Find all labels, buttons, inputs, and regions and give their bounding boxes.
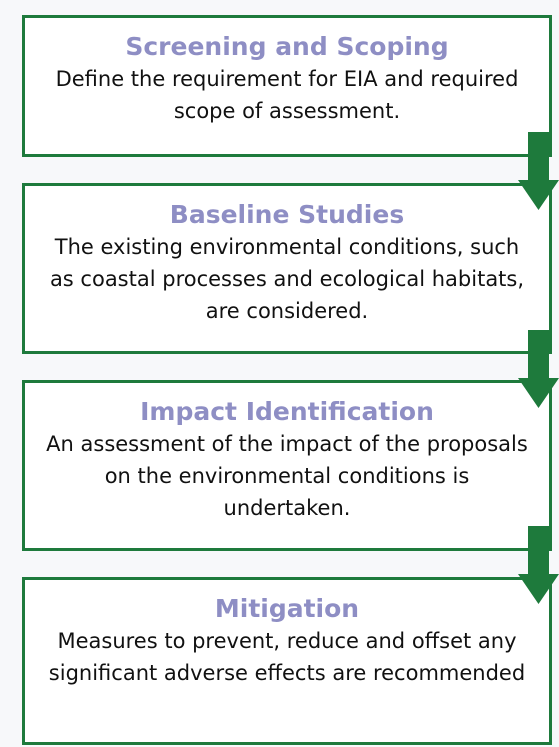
step-title: Screening and Scoping [125, 32, 449, 61]
arrow [518, 330, 559, 408]
step-title: Impact Identification [140, 397, 434, 426]
step-text: The existing environmental conditions, s… [49, 235, 525, 323]
arrow [518, 526, 559, 604]
arrow [518, 132, 559, 210]
step-box: Mitigation Measures to prevent, reduce a… [22, 577, 552, 745]
step-text: An assessment of the impact of the propo… [46, 432, 528, 520]
step-box: Impact Identification An assessment of t… [22, 380, 552, 551]
step-text: Define the requirement for EIA and requi… [55, 67, 519, 123]
step-title: Baseline Studies [169, 200, 405, 229]
step-title: Mitigation [214, 594, 360, 623]
step-box: Baseline Studies The existing environmen… [22, 183, 552, 354]
step-text: Measures to prevent, reduce and offset a… [48, 629, 526, 685]
step-box: Screening and Scoping Define the require… [22, 15, 552, 157]
